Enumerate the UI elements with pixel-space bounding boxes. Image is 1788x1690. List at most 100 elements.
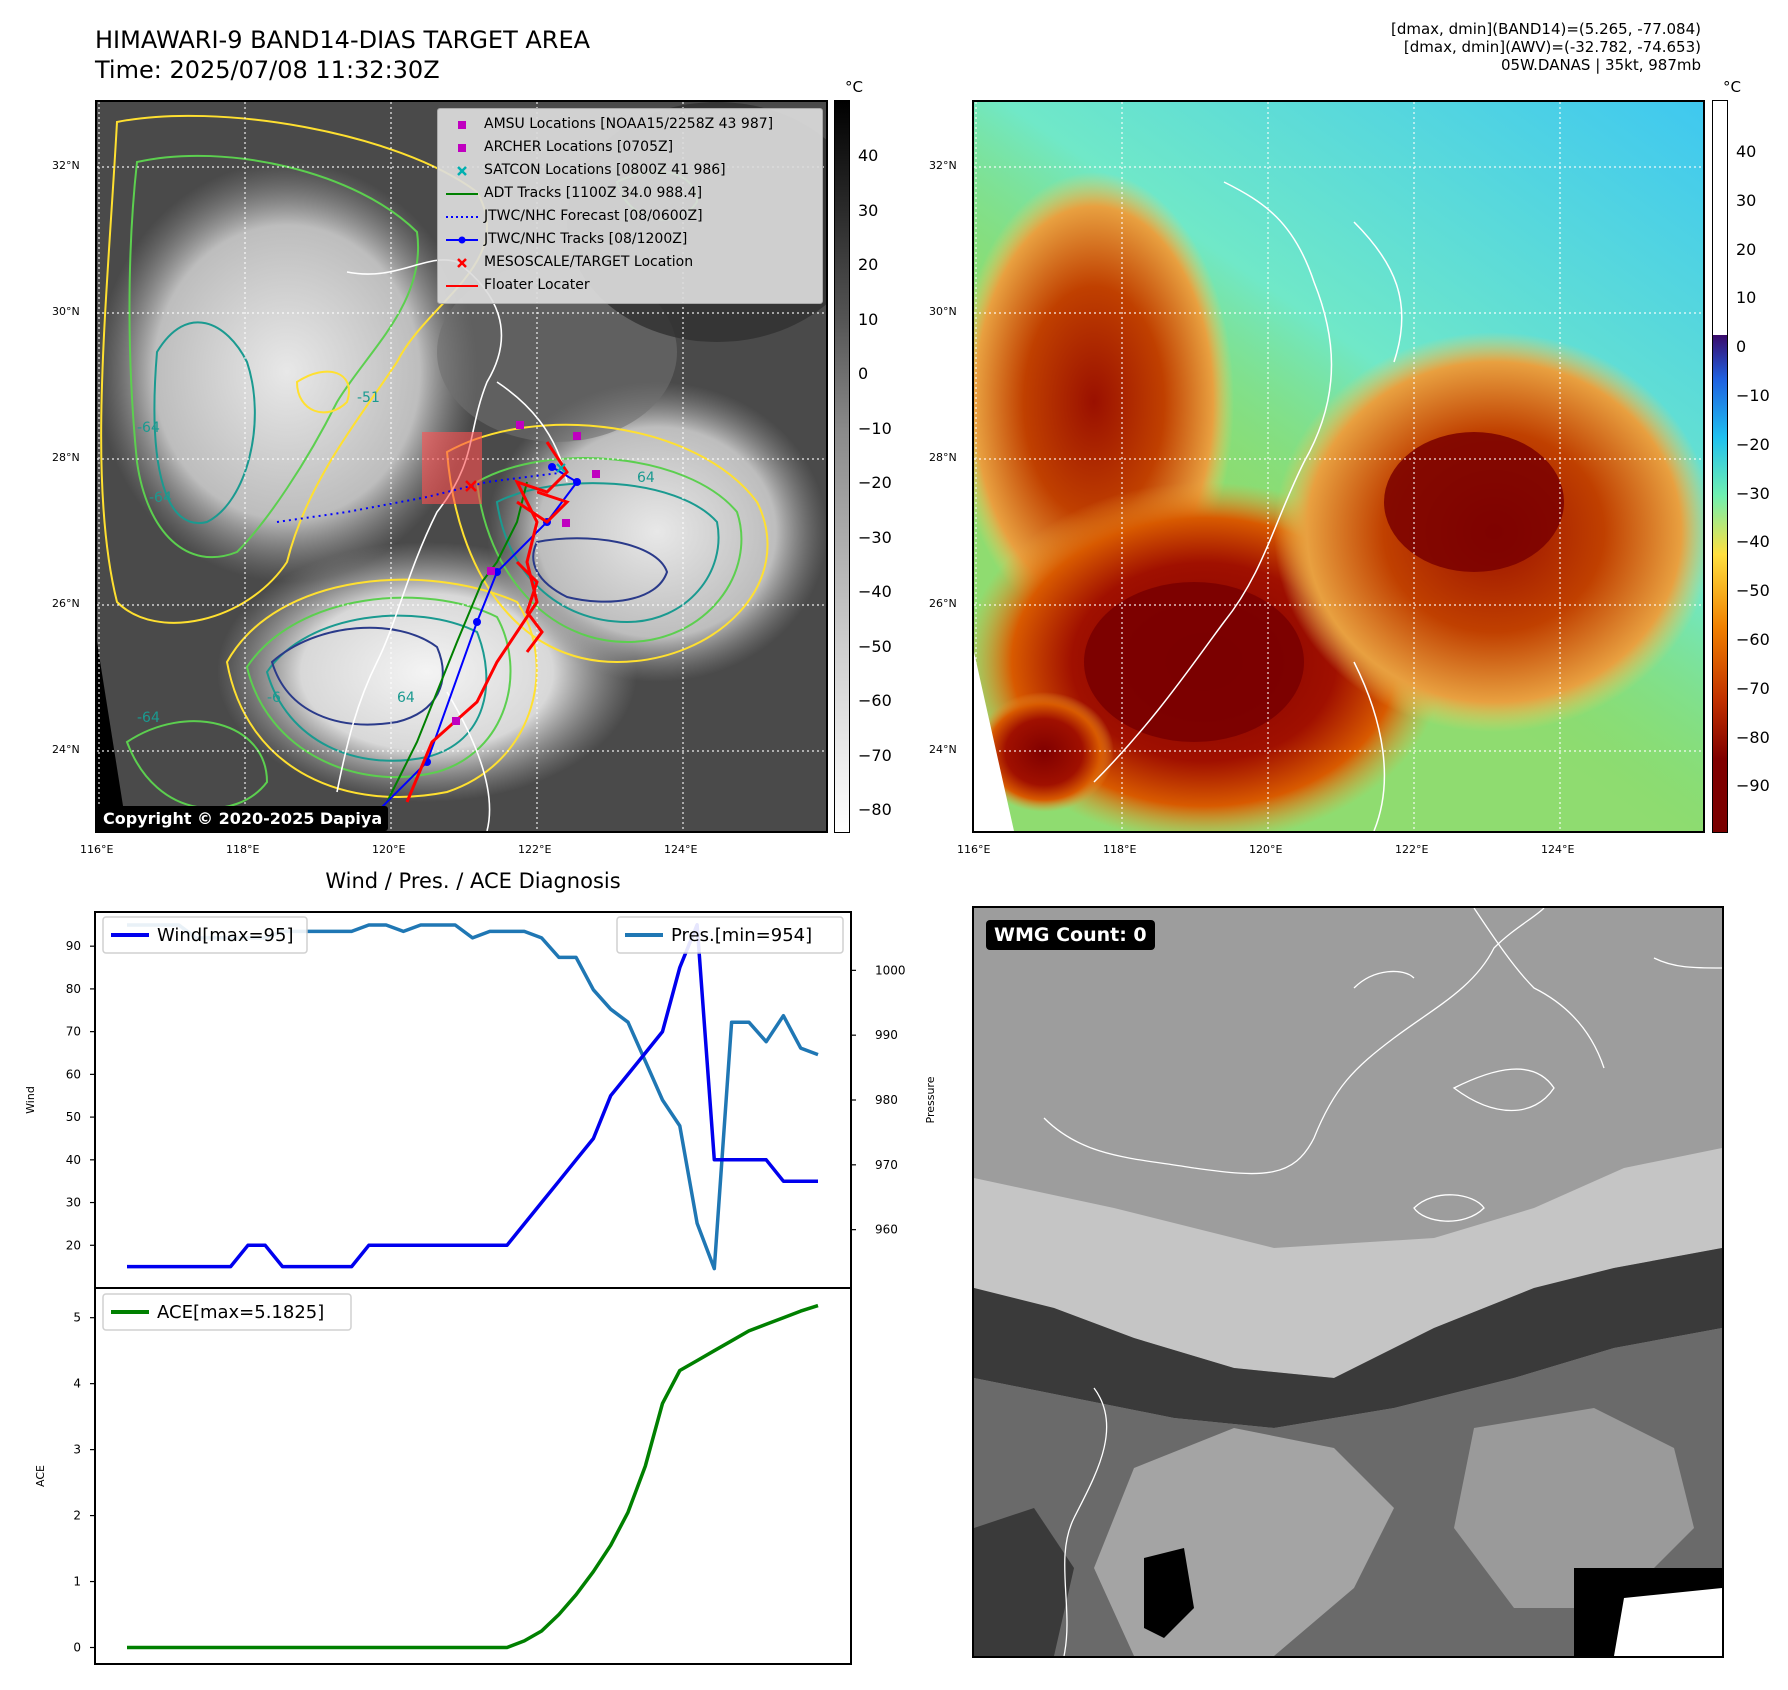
- pressure-tick-label: 960: [875, 1223, 898, 1237]
- chart-title: Wind / Pres. / ACE Diagnosis: [325, 869, 620, 893]
- ace-tick-label: 2: [73, 1509, 81, 1523]
- awv-map-panel: [972, 100, 1705, 833]
- wind-tick-label: 20: [66, 1238, 81, 1252]
- legend-symbol-icon: [444, 160, 480, 182]
- diag-band14: [dmax, dmin](BAND14)=(5.265, -77.084): [1390, 20, 1701, 38]
- pressure-tick-label: 970: [875, 1158, 898, 1172]
- wind-tick-label: 70: [66, 1025, 81, 1039]
- colorbar-tick-label: −30: [858, 527, 892, 547]
- colorbar-tick-label: −10: [1736, 386, 1770, 405]
- wmg-panel: WMG Count: 0: [972, 906, 1724, 1658]
- contour-label: -64: [137, 420, 160, 436]
- colorbar-tick-label: −50: [858, 636, 892, 656]
- ir-map-panel: -64 -64 -64 -51 64 64 -6 AMSU Locations …: [95, 100, 828, 833]
- ace-tick-label: 5: [73, 1311, 81, 1325]
- awv-map-image: [974, 102, 1703, 831]
- contour-label: -64: [137, 710, 160, 726]
- legend-symbol-icon: [444, 275, 480, 297]
- colorbar-tick-label: 40: [1736, 142, 1757, 161]
- lat-label: 26°N: [52, 597, 80, 610]
- map-legend: AMSU Locations [NOAA15/2258Z 43 987] ARCH…: [437, 108, 823, 304]
- colorbar-tick-label: −40: [1736, 532, 1770, 552]
- colorbar-right-unit: °C: [1723, 78, 1741, 96]
- colorbar-tick-label: 0: [1736, 337, 1747, 357]
- wmg-image: [974, 908, 1722, 1656]
- ace-tick-label: 3: [73, 1443, 81, 1457]
- colorbar-tick-label: 10: [1736, 288, 1757, 308]
- colorbar-right: [1712, 100, 1728, 833]
- lat-label: 24°N: [929, 743, 957, 756]
- colorbar-tick-label: −90: [1736, 776, 1770, 796]
- ace-tick-label: 1: [73, 1575, 81, 1589]
- legend-symbol-icon: [444, 206, 480, 228]
- lat-label: 32°N: [929, 159, 957, 172]
- colorbar-tick-label: −80: [1736, 727, 1770, 747]
- colorbar-tick-label: −50: [1736, 581, 1770, 601]
- lon-label: 122°E: [518, 843, 552, 856]
- legend-label: ARCHER Locations [0705Z]: [484, 139, 674, 155]
- lon-label: 116°E: [957, 843, 991, 856]
- colorbar-tick-label: 30: [858, 200, 879, 220]
- legend-label: ADT Tracks [1100Z 34.0 988.4]: [484, 185, 703, 201]
- wind-tick-label: 30: [66, 1196, 81, 1210]
- contour-label: -51: [357, 390, 380, 406]
- lat-label: 30°N: [929, 305, 957, 318]
- wind-tick-label: 60: [66, 1067, 81, 1081]
- figure-title: HIMAWARI-9 BAND14-DIAS TARGET AREA: [95, 26, 591, 54]
- wind-tick-label: 50: [66, 1110, 81, 1124]
- colorbar-left-unit: °C: [845, 78, 863, 96]
- legend-label: SATCON Locations [0800Z 41 986]: [484, 162, 726, 178]
- diag-storm: 05W.DANAS | 35kt, 987mb: [1500, 56, 1701, 74]
- colorbar-tick-label: −80: [858, 800, 892, 819]
- diag-awv: [dmax, dmin](AWV)=(-32.782, -74.653): [1403, 38, 1701, 56]
- legend-label: JTWC/NHC Forecast [08/0600Z]: [484, 208, 703, 224]
- wind-legend-box: [102, 916, 308, 954]
- ace-legend-box: [102, 1293, 352, 1331]
- lat-label: 24°N: [52, 743, 80, 756]
- colorbar-tick-label: −70: [858, 745, 892, 765]
- legend-symbol-icon: [444, 114, 480, 136]
- pressure-legend-box: [616, 916, 844, 954]
- colorbar-tick-label: 20: [858, 255, 879, 274]
- colorbar-tick-label: −30: [1736, 483, 1770, 503]
- wmg-count-badge: WMG Count: 0: [986, 920, 1155, 950]
- legend-label: MESOSCALE/TARGET Location: [484, 254, 694, 270]
- contour-label: -6: [267, 690, 281, 706]
- colorbar-tick-label: 10: [858, 309, 879, 329]
- pressure-tick-label: 1000: [875, 963, 906, 977]
- lon-label: 120°E: [372, 843, 406, 856]
- lon-label: 118°E: [226, 843, 260, 856]
- lat-label: 26°N: [929, 597, 957, 610]
- pressure-axis-label: Pressure: [924, 1076, 937, 1123]
- pressure-tick-label: 990: [875, 1028, 898, 1042]
- colorbar-tick-label: −60: [1736, 630, 1770, 649]
- legend-symbol-icon: [444, 252, 480, 274]
- figure-time: Time: 2025/07/08 11:32:30Z: [95, 56, 440, 84]
- wind-axis-label: Wind: [24, 1086, 37, 1114]
- colorbar-tick-label: 40: [858, 146, 879, 165]
- colorbar-tick-label: −70: [1736, 678, 1770, 698]
- legend-label: JTWC/NHC Tracks [08/1200Z]: [484, 231, 688, 247]
- wind-tick-label: 80: [66, 982, 81, 996]
- colorbar-left: [834, 100, 850, 833]
- lat-label: 32°N: [52, 159, 80, 172]
- diagnosis-chart-svg: Wind / Pres. / ACE Diagnosis908070605040…: [24, 869, 937, 1665]
- lon-label: 120°E: [1249, 843, 1283, 856]
- lon-label: 116°E: [80, 843, 114, 856]
- legend-symbol-icon: [444, 137, 480, 159]
- wind-series-line: [127, 923, 818, 1269]
- ace-axis-label: ACE: [34, 1465, 47, 1487]
- colorbar-tick-label: −60: [858, 691, 892, 710]
- ace-legend-label: ACE[max=5.1825]: [157, 1302, 324, 1323]
- wind-pressure-axes-frame: [94, 911, 852, 1289]
- pressure-legend-label: Pres.[min=954]: [671, 925, 812, 946]
- lat-label: 30°N: [52, 305, 80, 318]
- colorbar-tick-label: 20: [1736, 239, 1757, 259]
- ace-tick-label: 0: [73, 1641, 81, 1655]
- colorbar-tick-label: −10: [858, 418, 892, 438]
- wind-tick-label: 90: [66, 939, 81, 953]
- colorbar-tick-label: 30: [1736, 190, 1757, 210]
- ace-axes-frame: [94, 1287, 852, 1665]
- lat-label: 28°N: [929, 451, 957, 464]
- lon-label: 124°E: [664, 843, 698, 856]
